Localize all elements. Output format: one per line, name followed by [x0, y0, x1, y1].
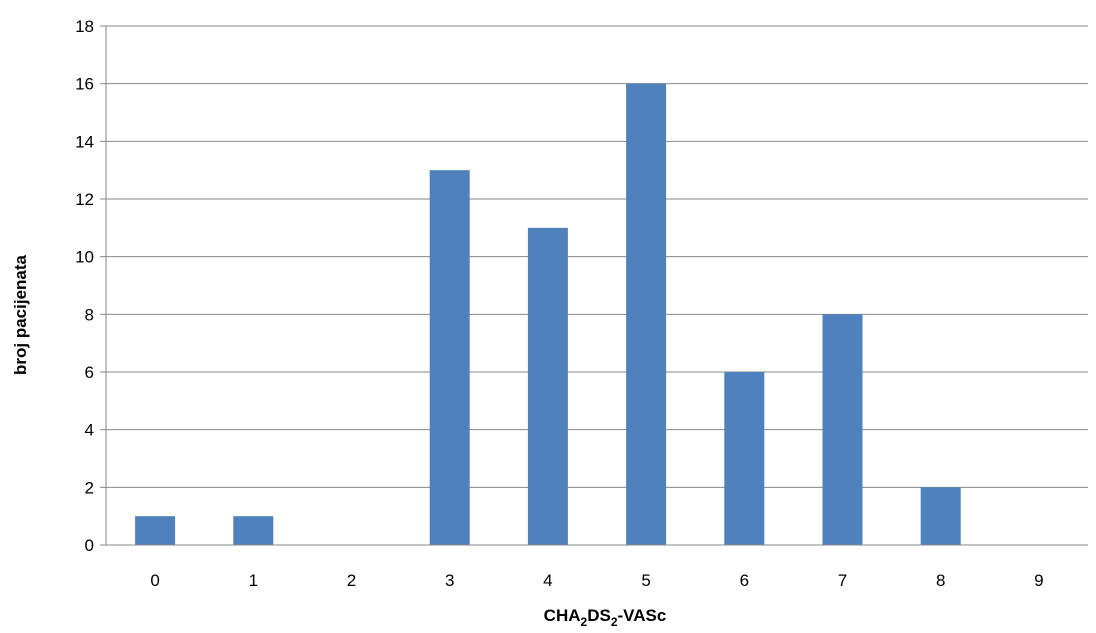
x-axis-title: CHA2DS2-VASc [544, 606, 667, 629]
x-tick-label-5: 5 [641, 571, 650, 590]
x-axis-title-part-3: -VASc [618, 606, 667, 625]
bar-3 [429, 170, 470, 545]
y-tick-label-8: 8 [85, 305, 94, 324]
y-tick-label-18: 18 [75, 17, 94, 36]
bar-7 [822, 314, 863, 545]
x-tick-label-8: 8 [936, 571, 945, 590]
y-tick-label-6: 6 [85, 363, 94, 382]
y-tick-label-12: 12 [75, 190, 94, 209]
grid-lines [106, 25, 1088, 488]
x-axis-title-part-1: CHA [544, 606, 581, 625]
x-tick-label-6: 6 [740, 571, 749, 590]
y-tick-label-2: 2 [85, 478, 94, 497]
x-tick-label-3: 3 [445, 571, 454, 590]
x-axis-title-subscript-2: 2 [611, 615, 618, 629]
x-tick-label-2: 2 [347, 571, 356, 590]
x-tick-label-1: 1 [249, 571, 258, 590]
bar-5 [626, 83, 667, 546]
y-tick-label-4: 4 [85, 421, 94, 440]
x-tick-label-9: 9 [1034, 571, 1043, 590]
x-tick-labels: 0 1 2 3 4 5 6 7 8 9 [150, 571, 1043, 590]
bars [135, 83, 961, 546]
y-tick-label-16: 16 [75, 75, 94, 94]
bar-6 [724, 372, 765, 545]
axes [100, 25, 1088, 546]
bar-4 [527, 227, 568, 546]
x-tick-label-0: 0 [150, 571, 159, 590]
y-tick-label-10: 10 [75, 248, 94, 267]
bar-0 [135, 516, 176, 545]
y-axis-title: broj pacijenata [11, 254, 30, 375]
x-axis-title-part-2: DS [587, 606, 611, 625]
x-tick-label-7: 7 [838, 571, 847, 590]
x-axis-title-subscript-1: 2 [581, 615, 588, 629]
bar-8 [920, 487, 961, 545]
y-tick-labels: 0 2 4 6 8 10 12 14 16 18 [75, 17, 94, 555]
bar-1 [233, 516, 274, 545]
x-tick-label-4: 4 [543, 571, 552, 590]
y-tick-label-0: 0 [85, 536, 94, 555]
y-tick-label-14: 14 [75, 132, 94, 151]
